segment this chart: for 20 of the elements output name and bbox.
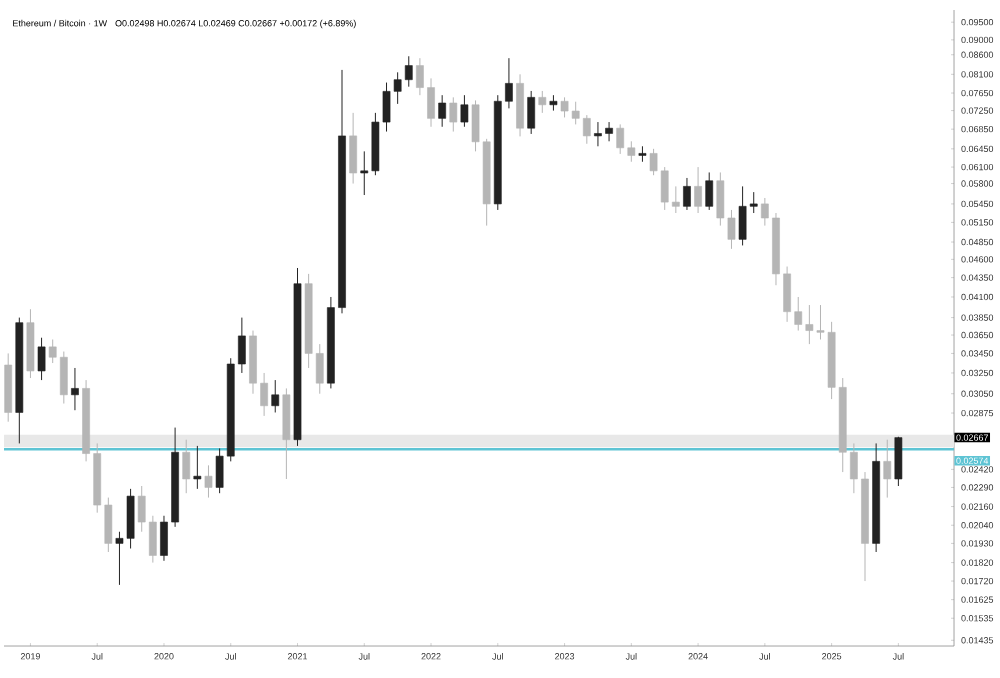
candlestick <box>204 464 213 499</box>
candlestick <box>449 96 458 133</box>
candlestick <box>883 439 892 499</box>
candlestick <box>4 352 13 423</box>
candlestick <box>349 112 357 185</box>
candlestick <box>438 94 447 128</box>
candlestick <box>193 445 202 490</box>
candlestick <box>894 436 903 487</box>
candlestick <box>271 379 280 413</box>
candlestick <box>71 367 79 411</box>
candlestick <box>516 73 524 137</box>
candlestick <box>705 171 714 211</box>
candlestick <box>37 337 46 381</box>
candlestick <box>683 177 691 211</box>
candlestick <box>182 439 191 494</box>
candlestick <box>694 166 702 214</box>
candlestick <box>527 90 536 135</box>
candlestick <box>460 94 469 128</box>
candlestick <box>538 90 547 114</box>
candlestick <box>282 387 291 480</box>
